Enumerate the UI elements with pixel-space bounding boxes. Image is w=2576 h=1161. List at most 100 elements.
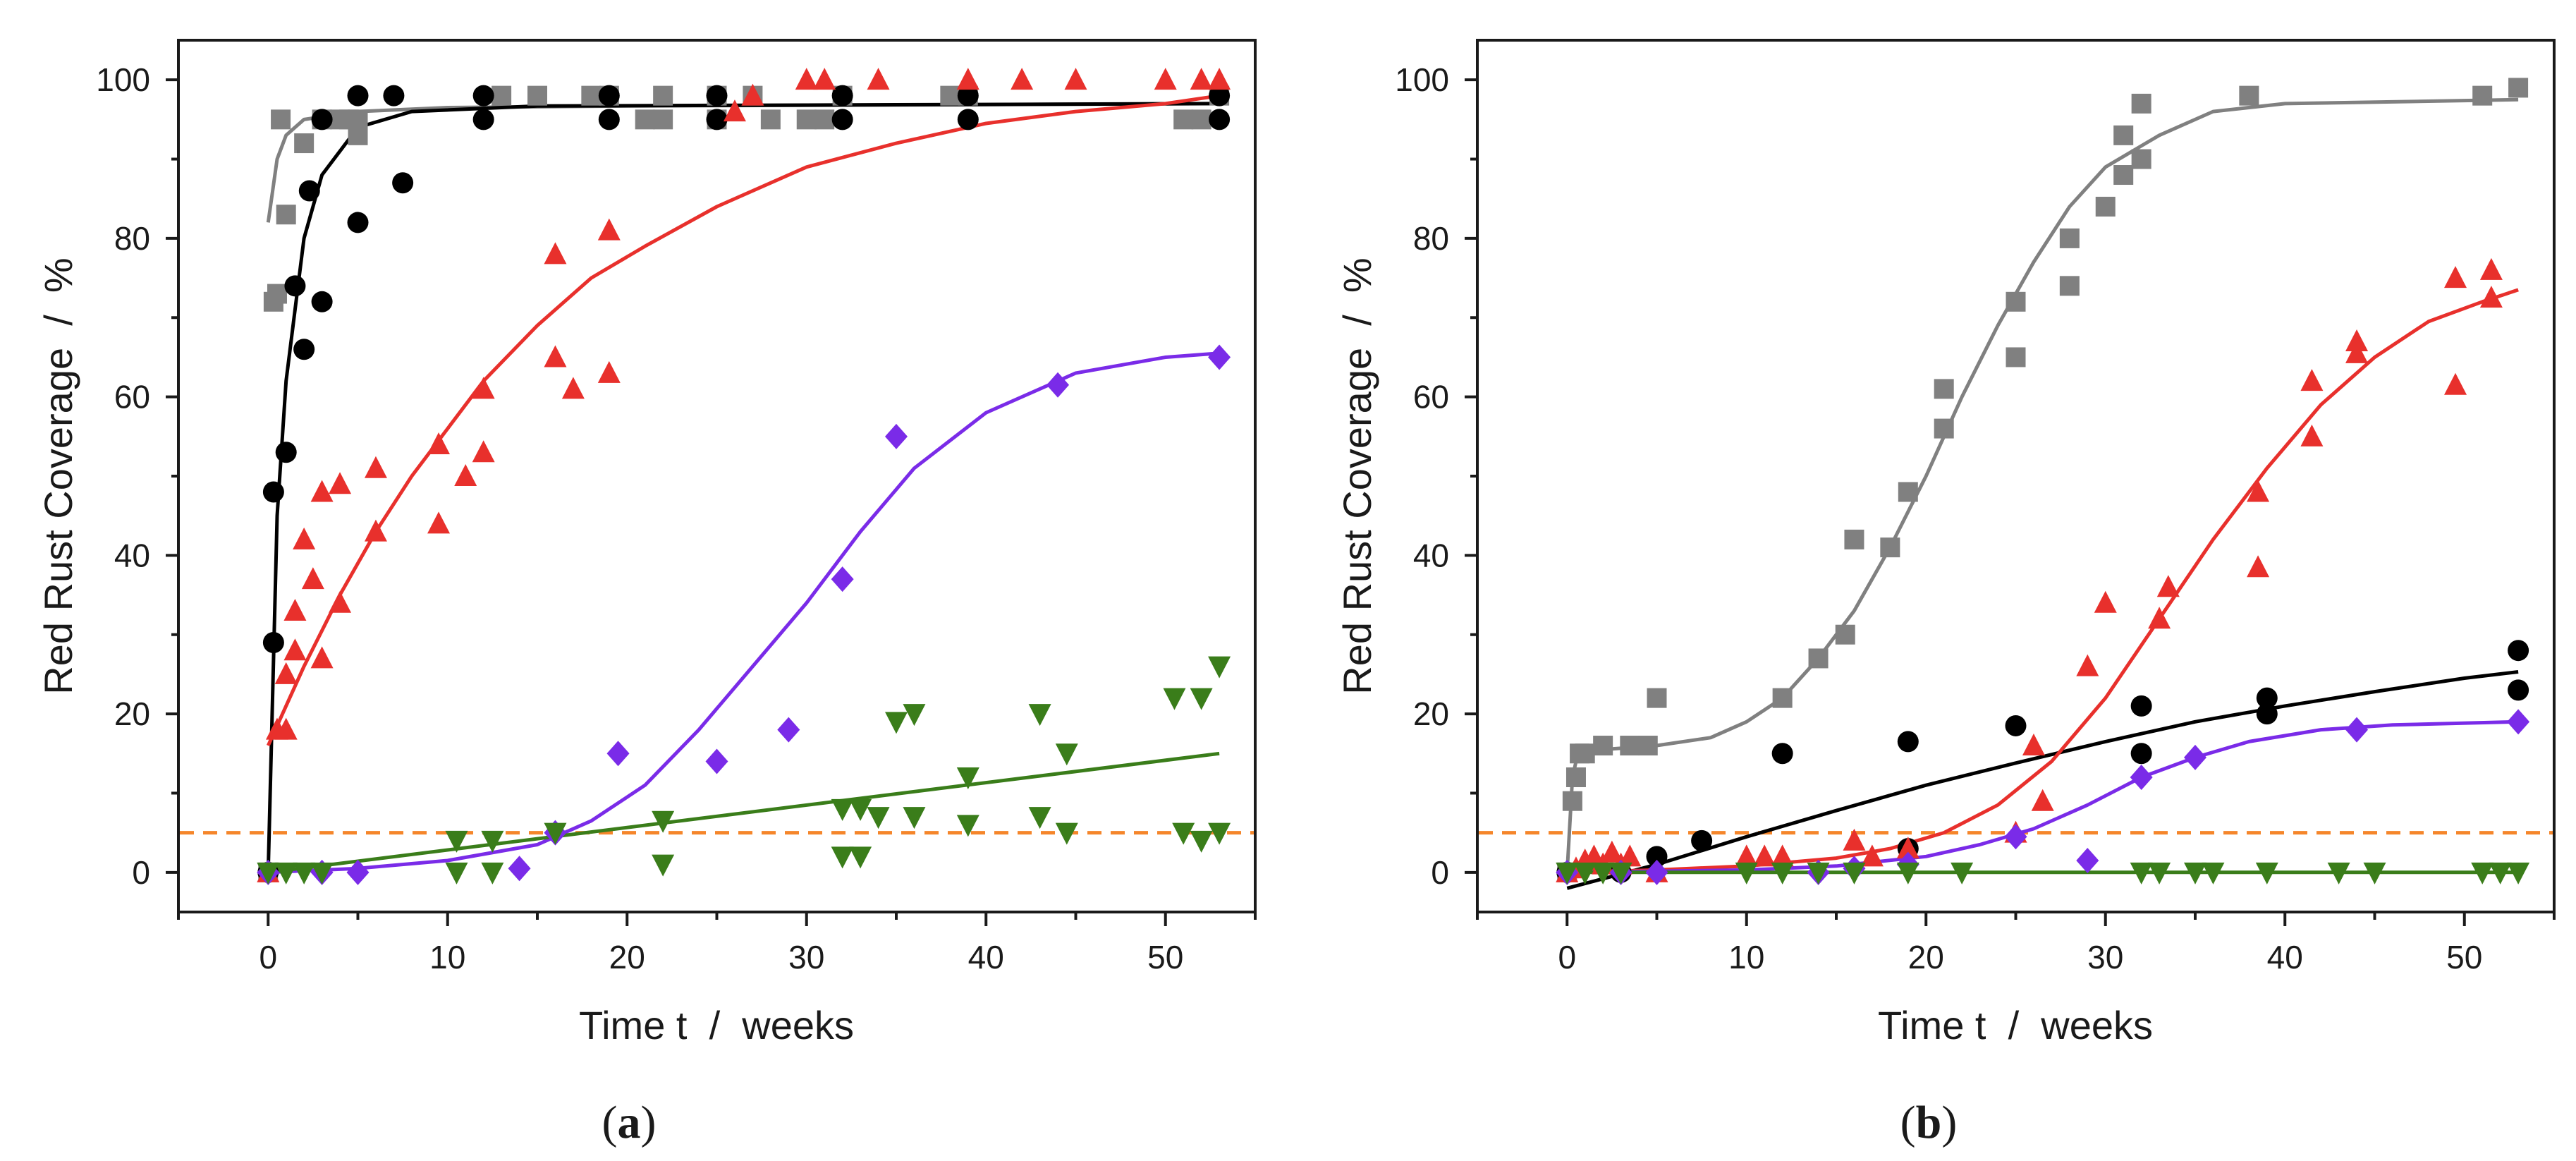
panel-a-point-red <box>293 527 316 549</box>
panel-a-x-axis: 0 10 20 30 40 50 <box>177 912 1257 975</box>
panel-a-point-gray <box>492 85 512 106</box>
panel-a-point-green <box>274 862 298 885</box>
panel-a-x-tick-label: 50 <box>1147 939 1183 975</box>
panel-a-y-tick-label: 40 <box>114 537 150 573</box>
panel-a-point-green <box>849 798 872 821</box>
panel-a-point-gray <box>581 85 602 106</box>
panel-b-point-black <box>2130 695 2152 717</box>
panel-a-point-black <box>293 339 315 360</box>
panel-a-point-black <box>262 631 284 653</box>
panel-a-point-gray <box>348 125 368 145</box>
panel-b-point-gray <box>1772 688 1793 708</box>
panel-a-point-violet <box>606 741 630 767</box>
panel-a-point-black <box>262 481 284 503</box>
panel-b-point-red <box>2031 789 2054 811</box>
panel-a-point-red <box>274 717 298 740</box>
panel-b-fit-violet <box>1567 719 2519 875</box>
panel-a-point-black <box>472 109 494 130</box>
panel-b-point-gray <box>1637 736 1658 756</box>
panel-a-point-violet <box>346 859 370 885</box>
panel-b-point-gray <box>1844 529 1864 549</box>
panel-b-point-red <box>2247 480 2270 502</box>
panel-a-point-black <box>1209 109 1231 130</box>
panel-b-point-green <box>1771 862 1794 885</box>
panel-a-point-red <box>544 242 567 265</box>
panel-a-point-green <box>956 815 979 837</box>
panel-b-label: (b) <box>1900 1097 1958 1148</box>
panel-b-point-gray <box>2059 228 2080 248</box>
panel-b-point-gray <box>2095 196 2116 217</box>
panel-a-point-gray <box>1173 109 1194 130</box>
panel-a-point-gray <box>276 205 296 225</box>
panel-b-y-axis-title: Red Rust Coverage / % <box>1335 257 1379 694</box>
panel-a-point-red <box>867 68 890 90</box>
panel-a-label: (a) <box>602 1097 657 1148</box>
panel-a-point-green <box>1055 743 1078 766</box>
panel-b-point-red <box>2300 424 2324 446</box>
panel-b-y-tick-label: 0 <box>1431 854 1449 891</box>
panel-b-point-green <box>2507 862 2530 885</box>
panel-b-point-gray <box>1620 736 1640 756</box>
panel-b-point-gray <box>1562 791 1582 811</box>
panel-b-point-red <box>1600 840 1623 863</box>
panel-b-x-axis: 0 10 20 30 40 50 <box>1476 912 2556 975</box>
panel-b-y-tick-label: 80 <box>1413 220 1449 257</box>
panel-b-point-green <box>2363 862 2386 885</box>
panel-b-point-gray <box>1898 482 1918 502</box>
panel-a-point-violet <box>508 856 531 882</box>
panel-b-point-black <box>2005 715 2027 736</box>
panel-a-point-black <box>831 85 853 107</box>
panel-a-x-tick-label: 10 <box>429 939 465 975</box>
panel-b-point-green <box>1573 862 1597 885</box>
panel-a-point-green <box>1163 688 1186 710</box>
panel-b-x-tick-label: 10 <box>1728 939 1764 975</box>
panel-b-point-gray <box>1934 418 1954 439</box>
panel-b-point-violet <box>2130 764 2153 790</box>
panel-a-label-letter: a <box>618 1097 641 1148</box>
panel-b-point-red <box>2300 369 2324 391</box>
panel-b-data-points <box>1556 78 2530 885</box>
panel-b-point-green <box>1735 862 1758 885</box>
panel-b-point-gray <box>1575 743 1595 764</box>
panel-a-point-red <box>1154 68 1177 90</box>
panel-b-point-gray <box>1808 648 1829 669</box>
panel-a-point-red <box>427 432 451 455</box>
panel-a-point-red <box>364 519 387 542</box>
panel-a-point-gray <box>294 133 315 154</box>
panel-a-point-red <box>454 464 477 486</box>
panel-a-point-gray <box>267 284 287 304</box>
panel-a-point-black <box>392 172 414 194</box>
panel-a-fit-black <box>266 102 1220 873</box>
panel-b-point-black <box>1646 846 1668 868</box>
panel-a-point-green <box>1208 822 1231 845</box>
panel-b-point-violet <box>2345 717 2369 743</box>
panel-b-fit-red <box>1567 288 2519 875</box>
panel-b-point-gray <box>1593 736 1613 756</box>
panel-a-point-red <box>741 83 764 106</box>
panel-a-point-red <box>795 68 818 90</box>
panel-b-y-tick-label: 40 <box>1413 537 1449 573</box>
panel-b-point-gray <box>2472 85 2493 106</box>
panel-a-point-green <box>1208 656 1231 679</box>
panel-a-point-gray <box>271 109 291 130</box>
panel-b-point-violet <box>2004 824 2027 850</box>
panel-b-x-tick-label: 30 <box>2087 939 2123 975</box>
panel-a-point-green <box>257 862 280 885</box>
panel-a-point-red <box>329 472 352 494</box>
panel-b-x-tick-label: 0 <box>1558 939 1576 975</box>
panel-a-point-red <box>956 68 979 90</box>
panel-a-point-red <box>561 377 585 399</box>
panel-b-x-axis-title: Time t / weeks <box>1878 1003 2153 1047</box>
panel-a-point-gray <box>1191 109 1211 130</box>
panel-b-point-gray <box>2059 276 2080 296</box>
panel-a-point-green <box>831 798 854 821</box>
panel-b-point-black <box>2256 687 2278 709</box>
panel-a-point-gray <box>635 109 655 130</box>
panel-b-point-violet <box>2184 744 2206 770</box>
panel-a-point-black <box>831 109 853 130</box>
panel-b-point-red <box>1843 828 1866 851</box>
panel-a-point-green <box>445 830 468 853</box>
panel-b-point-gray <box>2006 291 2026 312</box>
